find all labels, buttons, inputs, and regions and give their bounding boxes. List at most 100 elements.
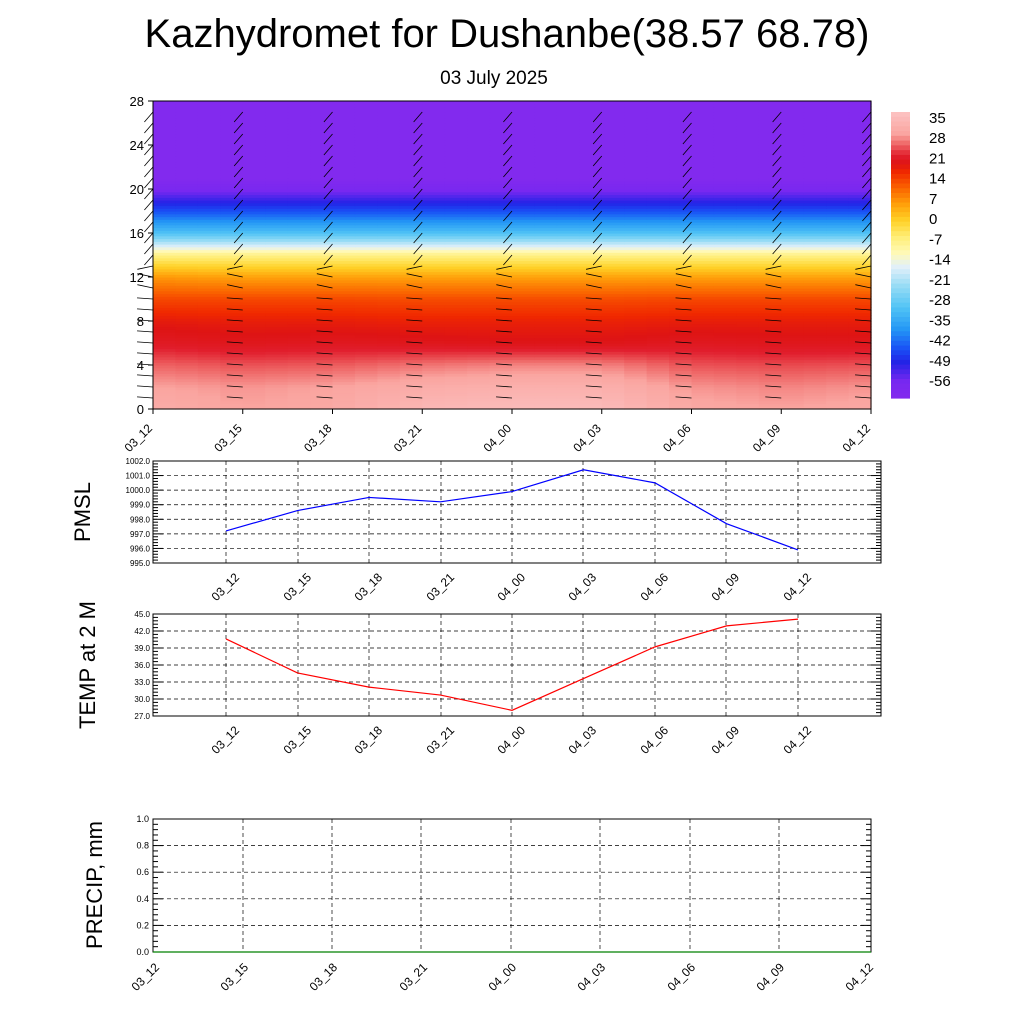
heatmap-cell	[197, 172, 221, 176]
colorbar-band	[891, 112, 910, 118]
heatmap-cell	[781, 252, 805, 256]
heatmap-cell	[175, 326, 199, 330]
heatmap-cell	[489, 180, 513, 185]
heatmap-cell	[556, 367, 580, 372]
heatmap-cell	[265, 310, 289, 314]
heatmap-cell	[242, 114, 266, 119]
heatmap-cell	[691, 403, 715, 407]
heatmap-cell	[242, 123, 266, 127]
heatmap-cell	[422, 191, 446, 196]
heatmap-cell	[242, 378, 266, 383]
colorbar-label: -56	[929, 373, 951, 390]
heatmap-cell	[848, 150, 872, 154]
heatmap-cell	[781, 392, 805, 396]
heatmap-cell	[669, 235, 693, 240]
heatmap-cell	[242, 304, 266, 308]
heatmap-cell	[781, 310, 805, 314]
heatmap-cell	[310, 131, 334, 135]
heatmap-cell	[669, 343, 693, 347]
heatmap-cell	[736, 147, 760, 152]
heatmap-cell	[467, 252, 491, 256]
heatmap-cell	[826, 340, 850, 344]
heatmap-cell	[422, 277, 446, 281]
heatmap-cell	[848, 255, 872, 259]
heatmap-cell	[310, 279, 334, 284]
heatmap-cell	[512, 359, 536, 363]
heatmap-cell	[713, 304, 737, 308]
heatmap-cell	[175, 142, 199, 146]
heatmap-cell	[736, 384, 760, 388]
heatmap-cell	[220, 103, 244, 108]
heatmap-cell	[579, 101, 603, 105]
heatmap-cell	[332, 194, 356, 198]
y-tick-label: 1002.0	[126, 457, 151, 466]
heatmap-cell	[422, 246, 446, 251]
heatmap-cell	[826, 112, 850, 116]
heatmap-cell	[399, 211, 423, 215]
colorbar-label: 0	[929, 211, 937, 228]
heatmap-cell	[758, 120, 782, 124]
heatmap-cell	[422, 334, 446, 339]
heatmap-cell	[354, 290, 378, 295]
heatmap-cell	[444, 323, 468, 328]
heatmap-cell	[489, 266, 513, 270]
heatmap-cell	[803, 260, 827, 264]
heatmap-cell	[153, 296, 177, 300]
heatmap-cell	[287, 178, 311, 182]
heatmap-cell	[467, 205, 491, 209]
heatmap-cell	[601, 191, 625, 196]
heatmap-cell	[646, 326, 670, 330]
heatmap-cell	[512, 334, 536, 339]
heatmap-cell	[265, 244, 289, 248]
wind-barb	[855, 396, 872, 399]
heatmap-cell	[826, 321, 850, 325]
heatmap-cell	[422, 406, 446, 410]
heatmap-cell	[153, 200, 177, 204]
heatmap-cell	[848, 356, 872, 361]
heatmap-cell	[848, 125, 872, 130]
heatmap-cell	[422, 252, 446, 256]
heatmap-cell	[175, 238, 199, 242]
heatmap-cell	[669, 172, 693, 176]
heatmap-cell	[669, 142, 693, 146]
pmsl-panel: 995.0996.0997.0998.0999.01000.01001.0100…	[70, 457, 882, 604]
wind-barb	[413, 166, 423, 178]
heatmap-cell	[467, 158, 491, 163]
heatmap-cell	[691, 307, 715, 311]
heatmap-cell	[377, 117, 401, 121]
heatmap-cell	[422, 268, 446, 273]
heatmap-cell	[601, 131, 625, 135]
heatmap-cell	[332, 296, 356, 300]
heatmap-cell	[601, 101, 625, 105]
heatmap-cell	[512, 125, 536, 130]
heatmap-cell	[377, 191, 401, 196]
heatmap-cell	[287, 315, 311, 319]
heatmap-cell	[287, 120, 311, 124]
heatmap-cell	[399, 123, 423, 127]
heatmap-cell	[646, 406, 670, 410]
heatmap-cell	[669, 282, 693, 286]
heatmap-cell	[242, 293, 266, 297]
heatmap-cell	[803, 334, 827, 339]
heatmap-cell	[534, 153, 558, 157]
heatmap-cell	[803, 156, 827, 160]
heatmap-cell	[197, 153, 221, 157]
heatmap-cell	[758, 202, 782, 207]
heatmap-cell	[758, 235, 782, 240]
wind-barb	[503, 133, 513, 145]
heatmap-cell	[444, 106, 468, 110]
heatmap-cell	[556, 169, 580, 174]
heatmap-cell	[220, 359, 244, 363]
heatmap-cell	[556, 213, 580, 218]
heatmap-cell	[220, 255, 244, 259]
heatmap-cell	[826, 403, 850, 407]
heatmap-cell	[848, 224, 872, 229]
heatmap-cell	[556, 117, 580, 121]
heatmap-cell	[579, 301, 603, 306]
heatmap-cell	[489, 285, 513, 289]
heatmap-cell	[467, 345, 491, 350]
heatmap-cell	[758, 249, 782, 253]
heatmap-cell	[265, 191, 289, 196]
heatmap-cell	[197, 142, 221, 146]
heatmap-cell	[758, 227, 782, 231]
